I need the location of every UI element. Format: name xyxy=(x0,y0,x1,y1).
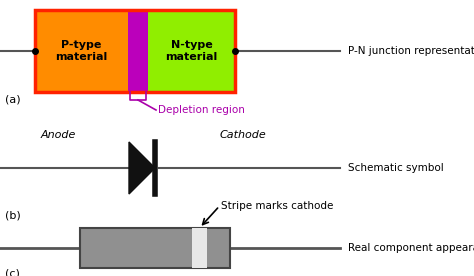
Bar xyxy=(148,10,235,92)
Text: N-type
material: N-type material xyxy=(165,40,218,62)
Bar xyxy=(128,10,148,92)
Bar xyxy=(192,228,207,268)
Text: Cathode: Cathode xyxy=(220,130,267,140)
Polygon shape xyxy=(129,142,155,194)
Text: Real component appearance: Real component appearance xyxy=(348,243,474,253)
Text: (a): (a) xyxy=(5,95,21,105)
Text: P-type
material: P-type material xyxy=(55,40,108,62)
Text: Schematic symbol: Schematic symbol xyxy=(348,163,444,173)
Bar xyxy=(35,10,235,92)
Text: P-N junction representation: P-N junction representation xyxy=(348,46,474,56)
Bar xyxy=(80,228,230,268)
Text: Anode: Anode xyxy=(40,130,76,140)
Text: Depletion region: Depletion region xyxy=(158,105,245,115)
Bar xyxy=(35,10,235,92)
Text: (b): (b) xyxy=(5,210,21,220)
Text: (c): (c) xyxy=(5,269,20,276)
Text: Stripe marks cathode: Stripe marks cathode xyxy=(221,201,334,211)
